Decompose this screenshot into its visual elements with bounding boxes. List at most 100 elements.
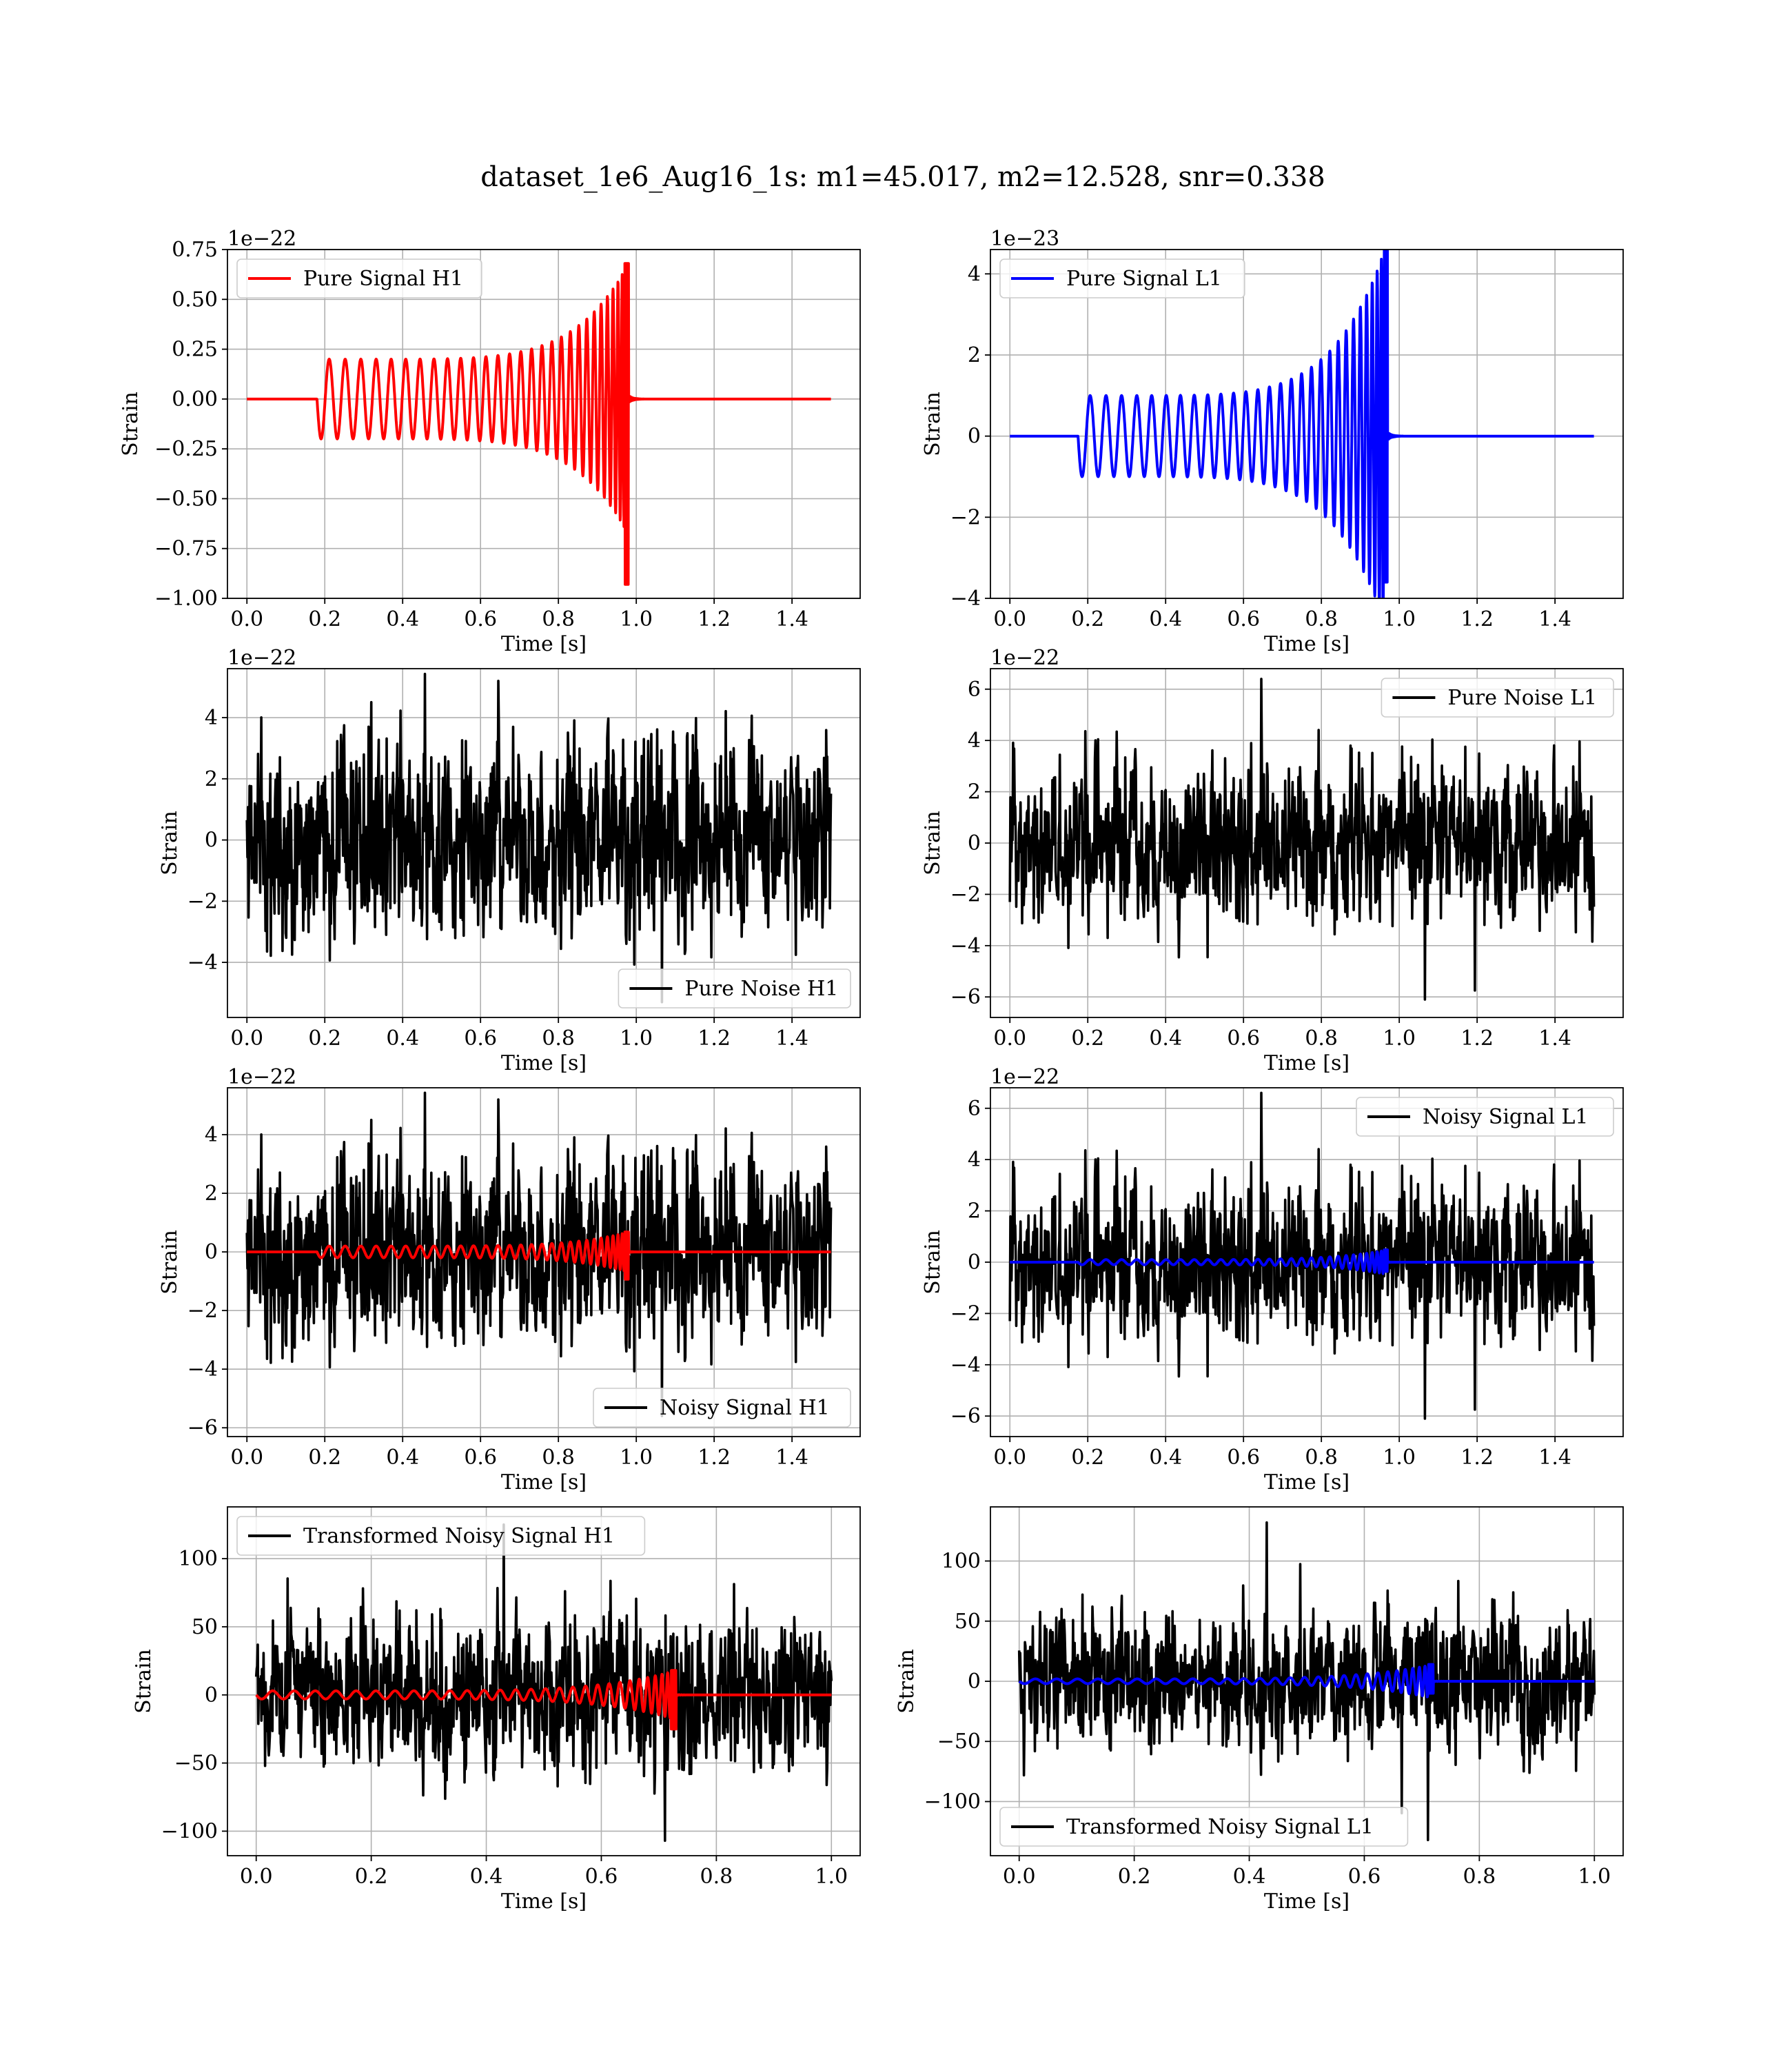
y-tick-label: 4: [968, 1148, 981, 1172]
subplot-pure-signal-l1: 0.0 0.2 0.4 0.6 0.8 1.0 1.2 1.4 −4 −2 0 2 4 Time [s] S…: [921, 227, 1624, 656]
y-tick-label: 0.75: [172, 238, 218, 262]
y-tick-label: 100: [179, 1547, 218, 1571]
y-tick-label: −6: [187, 1416, 218, 1440]
x-tick-label: 0.4: [386, 1446, 419, 1470]
y-tick-label: −0.25: [154, 437, 218, 461]
axes-frame: [227, 668, 861, 1018]
axes-frame: [990, 249, 1624, 599]
legend-box: [999, 1807, 1409, 1847]
series-group: [1008, 1091, 1596, 1420]
x-axis-label: Time [s]: [1264, 1470, 1350, 1494]
offset-label: 1e−23: [990, 227, 1059, 251]
x-tick-label: 0.4: [386, 607, 419, 631]
legend: Pure Noise H1: [618, 969, 851, 1008]
y-tick-label: 50: [192, 1615, 218, 1639]
legend: Noisy Signal L1: [1356, 1097, 1614, 1137]
x-tick-label: 1.0: [1383, 1026, 1416, 1051]
x-tick-label: 0.6: [1227, 607, 1260, 631]
x-axis-label: Time [s]: [501, 1470, 587, 1494]
x-axis-label: Time [s]: [501, 632, 587, 656]
x-tick-label: 1.2: [1460, 607, 1494, 631]
x-tick-label: 0.4: [1149, 1446, 1182, 1470]
y-tick-label: 2: [968, 343, 981, 367]
y-tick-label: 0.00: [172, 387, 218, 412]
y-axis-label: Strain: [921, 392, 945, 456]
legend-label: Pure Noise L1: [1447, 686, 1597, 710]
x-tick-label: 0.6: [464, 1446, 497, 1470]
offset-label: 1e−22: [227, 227, 296, 251]
legend-label: Transformed Noisy Signal H1: [303, 1524, 615, 1548]
y-tick-label: −50: [174, 1752, 218, 1776]
legend-box: [593, 1388, 851, 1428]
series-group: [1008, 678, 1596, 1001]
series-line-overlay-1: [245, 1230, 833, 1281]
y-tick-label: 6: [968, 1097, 981, 1121]
y-tick-label: −100: [924, 1790, 981, 1814]
x-tick-label: 0.6: [464, 607, 497, 631]
y-tick-label: −2: [950, 882, 981, 906]
y-tick-label: 2: [968, 780, 981, 804]
series-line-main-0: [1008, 250, 1596, 598]
x-tick-label: 0.8: [1463, 1865, 1496, 1889]
y-axis-label: Strain: [158, 1230, 182, 1295]
series-group: [254, 1523, 833, 1843]
y-tick-label: −2: [950, 505, 981, 529]
y-tick-label: 0: [968, 425, 981, 449]
x-tick-label: 1.0: [620, 1026, 653, 1051]
y-tick-label: 2: [205, 767, 218, 791]
legend-box: [618, 969, 851, 1008]
x-tick-label: 0.4: [1149, 1026, 1182, 1051]
x-tick-label: 1.4: [775, 1026, 808, 1051]
legend-label: Noisy Signal L1: [1423, 1105, 1588, 1129]
series-group: [1008, 250, 1596, 598]
axes-frame: [227, 249, 861, 599]
x-tick-label: 0.2: [1071, 607, 1104, 631]
x-tick-label: 0.8: [542, 607, 575, 631]
subplot-pure-signal-h1: 0.0 0.2 0.4 0.6 0.8 1.0 1.2 1.4 −1.00 −0.75 −0.50 −…: [119, 227, 861, 656]
y-tick-label: −4: [187, 951, 218, 975]
x-tick-label: 0.4: [1233, 1865, 1266, 1889]
series-group: [245, 672, 833, 1004]
y-tick-label: 0: [968, 1670, 981, 1694]
x-tick-label: 0.2: [1118, 1865, 1151, 1889]
y-tick-label: 50: [955, 1610, 981, 1634]
x-tick-label: 1.0: [1383, 607, 1416, 631]
x-tick-label: 0.2: [1071, 1026, 1104, 1051]
x-tick-label: 1.0: [620, 607, 653, 631]
x-tick-label: 0.2: [355, 1865, 388, 1889]
x-tick-label: 1.0: [1383, 1446, 1416, 1470]
series-group: [245, 262, 833, 586]
series-line-main-0: [254, 1523, 833, 1843]
x-tick-label: 1.0: [1578, 1865, 1611, 1889]
offset-label: 1e−22: [990, 646, 1059, 670]
x-tick-label: 1.4: [775, 1446, 808, 1470]
axes-frame: [227, 1087, 861, 1437]
legend-box: [1356, 1097, 1614, 1137]
y-tick-label: −4: [950, 934, 981, 958]
series-line-main-0: [1008, 1091, 1596, 1420]
legend: Transformed Noisy Signal H1: [236, 1516, 646, 1556]
x-axis-label: Time [s]: [1264, 1889, 1350, 1914]
x-tick-label: 0.6: [585, 1865, 618, 1889]
x-tick-label: 0.0: [993, 607, 1026, 631]
y-tick-label: 4: [205, 706, 218, 730]
subplot-transformed-noisy-signal-h1: 0.0 0.2 0.4 0.6 0.8 1.0 −100 −50 0 50 100 Time [s] S…: [132, 1506, 861, 1914]
x-tick-label: 1.2: [1460, 1446, 1494, 1470]
x-tick-label: 0.8: [1305, 607, 1338, 631]
y-axis-label: Strain: [895, 1649, 919, 1714]
x-tick-label: 0.0: [230, 607, 263, 631]
y-tick-label: −1.00: [154, 587, 218, 611]
x-tick-label: 1.0: [815, 1865, 848, 1889]
legend-label: Pure Noise H1: [684, 977, 838, 1001]
axes-frame: [227, 1506, 861, 1856]
legend-label: Noisy Signal H1: [660, 1396, 830, 1420]
series-line-overlay-1: [1018, 1663, 1596, 1699]
legend: Pure Noise L1: [1381, 678, 1614, 718]
y-tick-label: −4: [950, 1353, 981, 1377]
legend: Pure Signal L1: [999, 258, 1245, 298]
x-tick-label: 0.4: [386, 1026, 419, 1051]
x-tick-label: 0.6: [464, 1026, 497, 1051]
offset-label: 1e−22: [990, 1065, 1059, 1089]
y-axis-label: Strain: [158, 811, 182, 875]
x-tick-label: 1.4: [1538, 1026, 1571, 1051]
